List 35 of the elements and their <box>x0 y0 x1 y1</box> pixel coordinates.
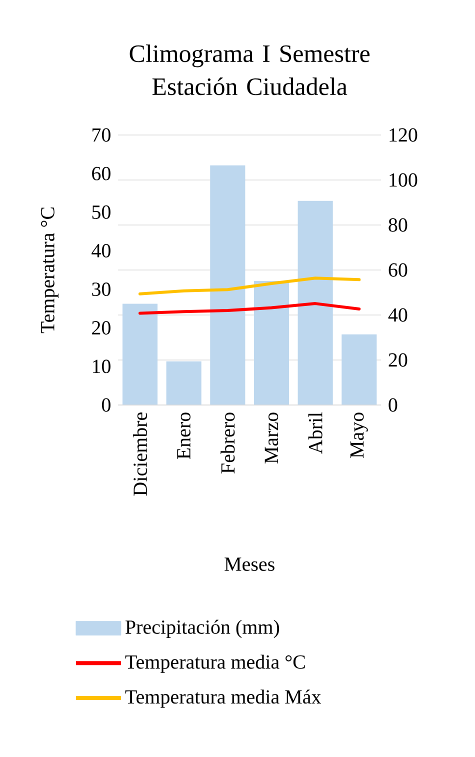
bar <box>210 165 246 405</box>
y2-tick-label: 120 <box>390 128 418 142</box>
bar <box>298 200 333 405</box>
y2-tick-label: 60 <box>388 263 408 277</box>
legend-label: Precipitación (mm) <box>126 620 280 638</box>
y2-tick-label: 80 <box>388 218 408 232</box>
bar <box>254 281 290 405</box>
x-tick-label: Enero <box>177 412 190 460</box>
bar <box>122 304 158 405</box>
x-tick-label: Diciembre <box>132 412 148 496</box>
y-tick-label: 0 <box>102 398 110 412</box>
y-tick-label: 20 <box>92 321 110 335</box>
x-tick-label: Marzo <box>264 412 278 464</box>
y2-tick-label: 100 <box>390 173 418 187</box>
x-tick-label: Mayo <box>350 412 368 458</box>
bar <box>166 361 202 405</box>
y2-tick-label: 40 <box>388 308 408 322</box>
y-tick-label: 40 <box>92 244 110 258</box>
y2-tick-label: 20 <box>388 353 408 367</box>
line-series <box>138 302 361 315</box>
x-tick-label: Abril <box>308 412 322 454</box>
chart-title: Climograma I Semestre Estación Ciudadela <box>130 44 370 96</box>
bar <box>342 334 377 405</box>
x-tick-label: Febrero <box>220 412 235 474</box>
y-tick-label: 50 <box>92 205 110 219</box>
legend-label: Temperatura media °C <box>125 654 305 673</box>
y-tick-label: 30 <box>92 282 110 296</box>
y-tick-label: 60 <box>92 166 110 180</box>
x-axis-title: Meses <box>224 558 274 571</box>
line-series <box>138 276 361 296</box>
legend-label: Temperatura media Máx <box>125 690 322 708</box>
y2-tick-label: 0 <box>388 398 398 412</box>
y-tick-label: 10 <box>92 360 110 374</box>
y-tick-label: 70 <box>92 128 110 142</box>
y-axis-title: Temperatura °C <box>40 208 58 334</box>
